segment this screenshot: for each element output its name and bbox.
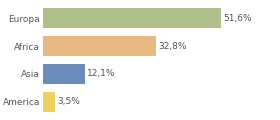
Bar — [43, 92, 55, 112]
Bar — [43, 36, 156, 56]
Text: 51,6%: 51,6% — [223, 14, 252, 23]
Text: 12,1%: 12,1% — [87, 69, 116, 78]
Text: 3,5%: 3,5% — [58, 97, 81, 106]
Text: 32,8%: 32,8% — [159, 42, 187, 51]
Bar — [43, 64, 85, 84]
Bar — [43, 8, 221, 28]
